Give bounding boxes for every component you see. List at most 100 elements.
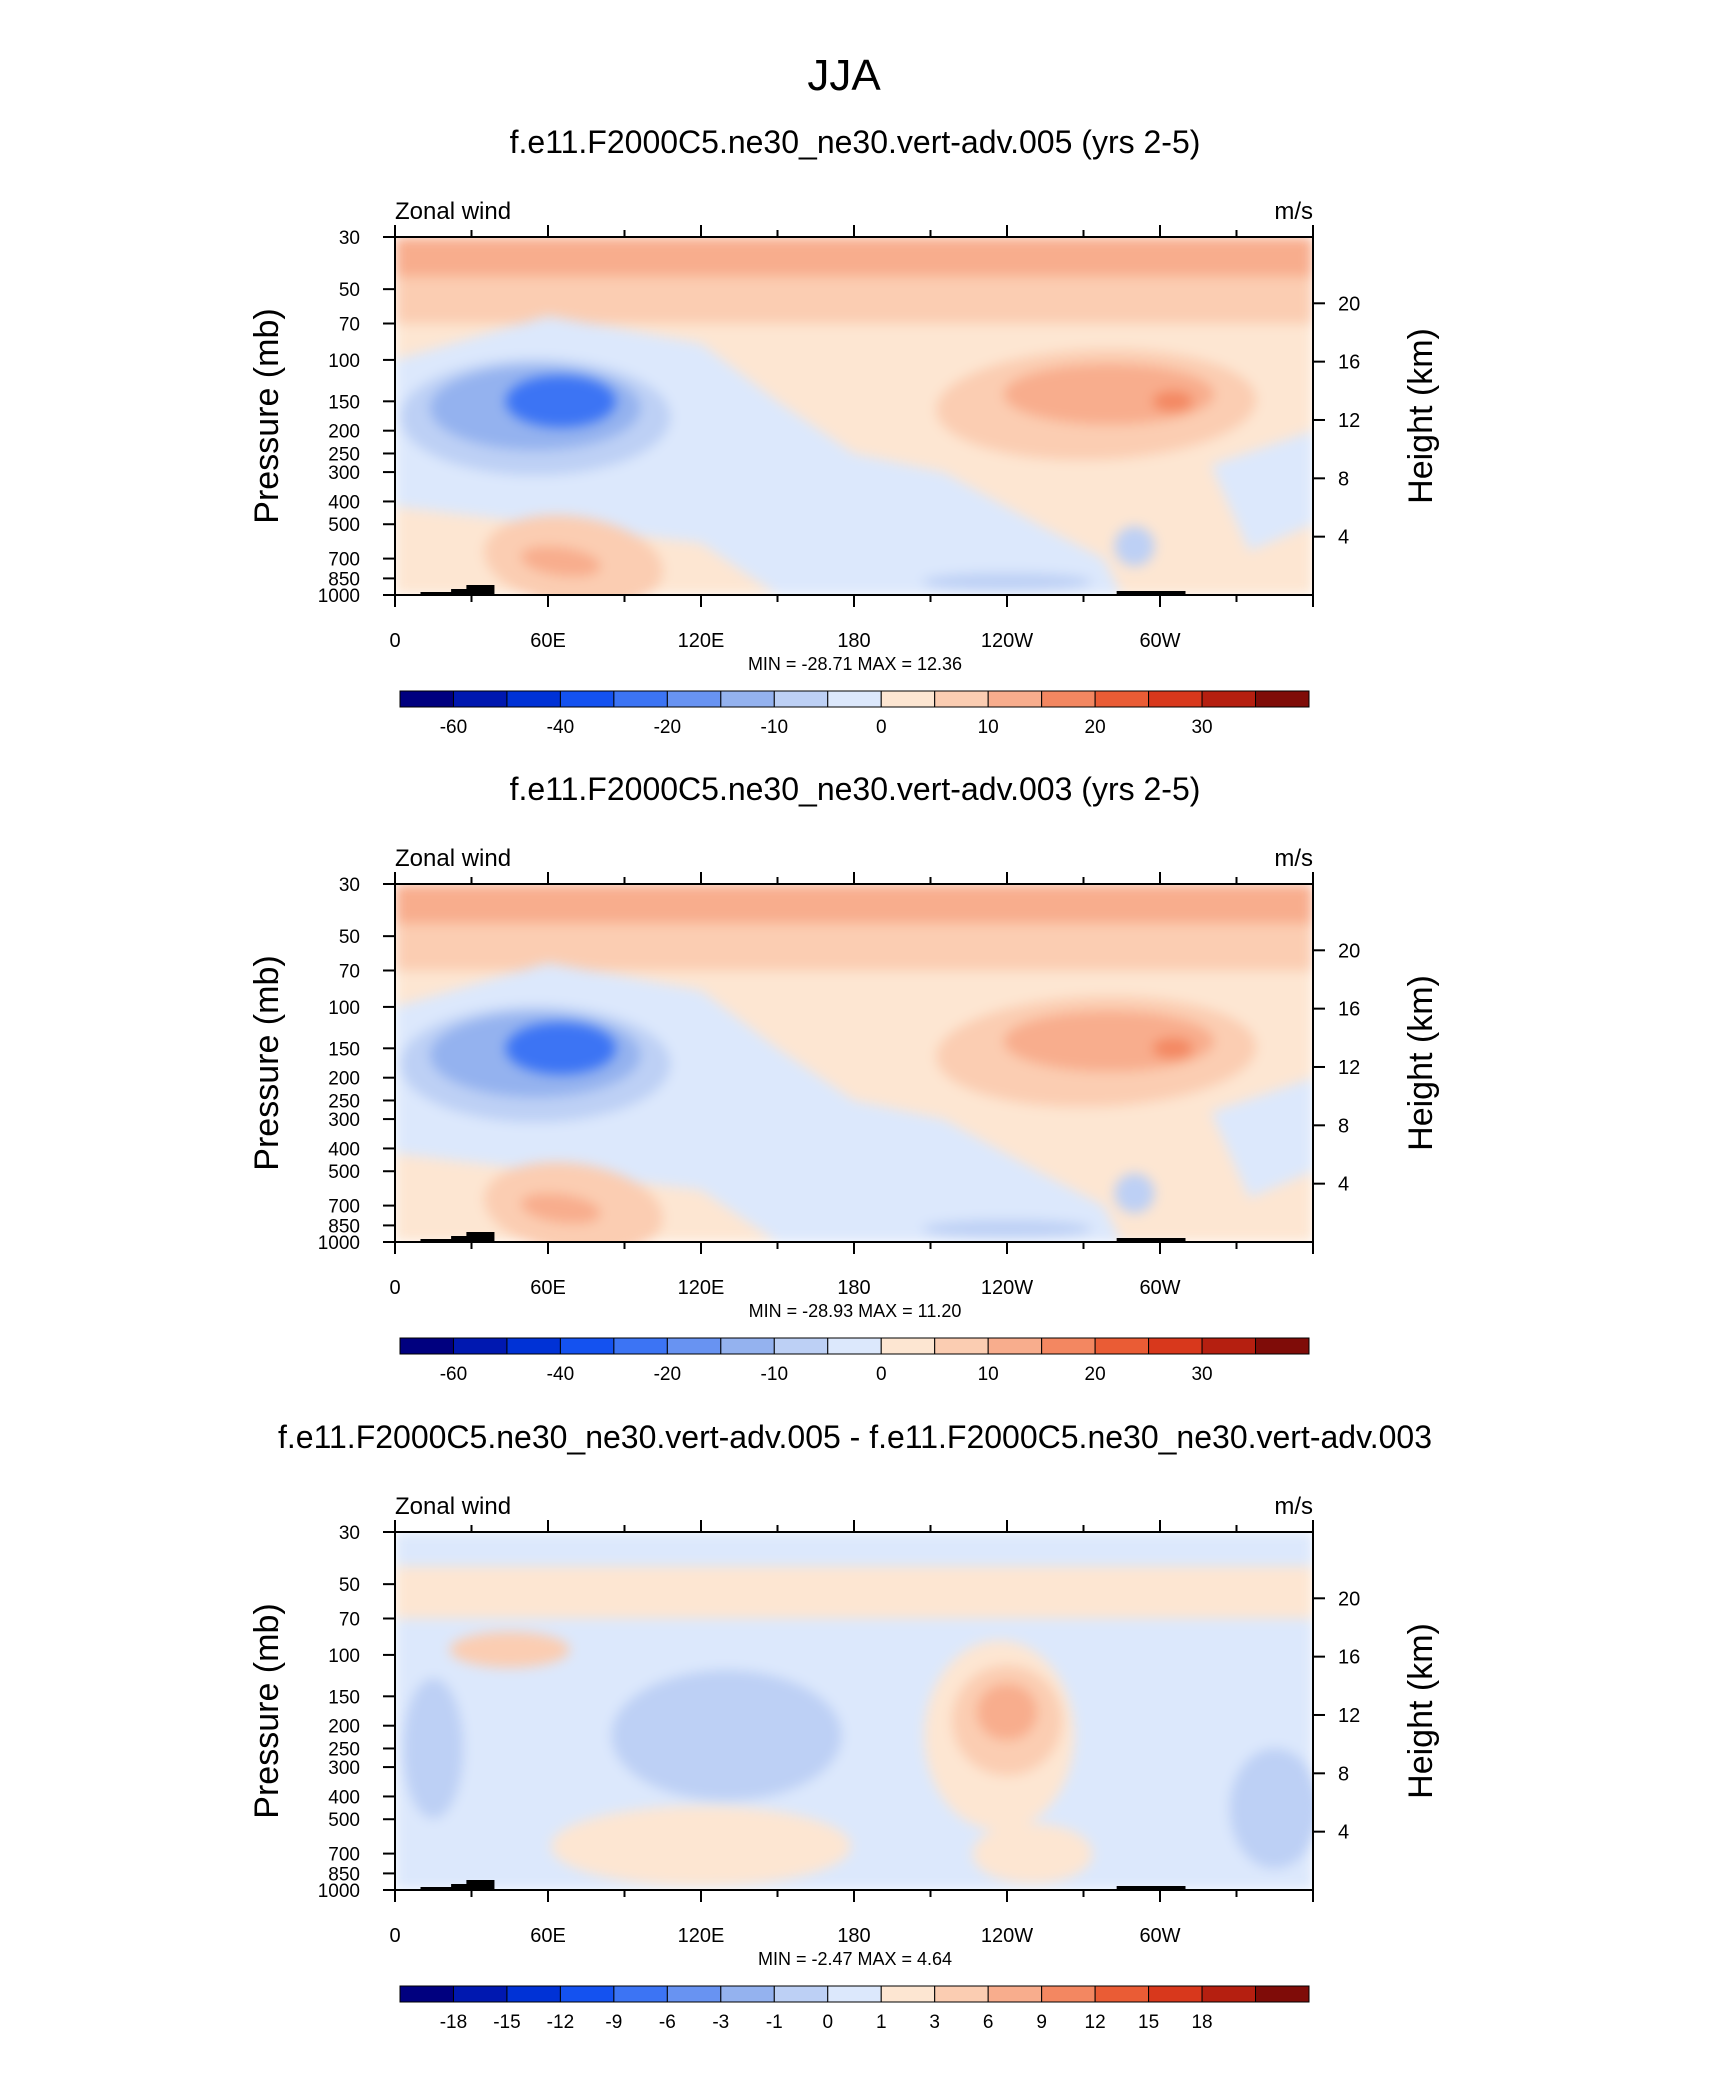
colorbar-box: [934, 690, 989, 708]
contour-field: [395, 237, 1313, 595]
colorbar-label: -10: [761, 717, 788, 738]
left-label: Zonal wind: [395, 845, 511, 872]
y-tick-label: 400: [328, 1139, 360, 1160]
diff-negative-right: [1229, 1748, 1313, 1869]
diff-positive-lower-east: [972, 1823, 1093, 1884]
x-tick-label: 60W: [1139, 630, 1180, 652]
y-tick-label: 50: [339, 1575, 360, 1596]
x-tick-label: 60W: [1139, 1277, 1180, 1299]
y-tick-label: 70: [339, 962, 360, 983]
colorbar-box: [987, 1985, 1043, 2003]
colorbar-box: [559, 1985, 615, 2003]
y-tick-label: 850: [328, 1864, 360, 1885]
colorbar-box: [1255, 690, 1310, 708]
colorbar-label: -60: [440, 1364, 467, 1385]
jet-west-core: [1152, 1038, 1193, 1059]
y2-tick-label: 16: [1338, 1647, 1360, 1669]
y2-tick-label: 8: [1338, 468, 1349, 490]
colorbar-box: [773, 1985, 829, 2003]
panel-2: 0 60E 120E 180 120W 60W3050701001502002503004…: [248, 771, 1440, 1385]
colorbar-box: [559, 690, 615, 708]
colorbar-box: [559, 1337, 615, 1355]
y-tick-label: 70: [339, 315, 360, 336]
colorbar-box: [880, 1985, 936, 2003]
y-tick-label: 150: [328, 1687, 360, 1708]
colorbar-box: [452, 1337, 508, 1355]
colorbar-label: -60: [440, 717, 467, 738]
colorbar-box: [613, 1985, 668, 2003]
colorbar-box: [1255, 1985, 1310, 2003]
y2-tick-label: 8: [1338, 1763, 1349, 1785]
colorbar-label: -20: [654, 1364, 681, 1385]
colorbar-box: [452, 690, 508, 708]
diff-negative-left: [403, 1678, 464, 1819]
y2-tick-label: 12: [1338, 1057, 1360, 1079]
y2-tick-label: 4: [1338, 1822, 1349, 1844]
colorbar-box: [506, 1337, 561, 1355]
left-label: Zonal wind: [395, 1493, 511, 1520]
colorbar-box: [666, 690, 722, 708]
x-tick-label: 120W: [981, 630, 1033, 652]
y2-tick-label: 12: [1338, 1705, 1360, 1727]
contour-field: [395, 1532, 1313, 1890]
colorbar-box: [880, 690, 936, 708]
colorbar-label: -40: [547, 1364, 574, 1385]
colorbar-box: [987, 1337, 1043, 1355]
colorbar-box: [1041, 1337, 1096, 1355]
y-tick-label: 400: [328, 492, 360, 513]
colorbar-label: 3: [929, 2012, 940, 2033]
x-tick-label: 60W: [1139, 1925, 1180, 1947]
y-tick-label: 50: [339, 927, 360, 948]
y-tick-label: 850: [328, 1216, 360, 1237]
colorbar-label: 20: [1085, 1364, 1106, 1385]
strat-band-inner: [395, 237, 1313, 277]
low-easterly: [922, 572, 1092, 591]
y2-axis-label: Height (km): [1402, 328, 1440, 504]
colorbar-label: 12: [1085, 2012, 1106, 2033]
x-tick-label: 120E: [678, 1925, 725, 1947]
colorbar-box: [1094, 690, 1150, 708]
low-easterly-east: [1114, 1173, 1155, 1214]
x-tick-label: 120E: [678, 1277, 725, 1299]
y2-tick-label: 8: [1338, 1115, 1349, 1137]
y-tick-label: 400: [328, 1787, 360, 1808]
y-tick-label: 100: [328, 1646, 360, 1667]
upper-positive-band: [395, 1566, 1313, 1619]
panel-title: f.e11.F2000C5.ne30_ne30.vert-adv.003 (yr…: [510, 771, 1201, 807]
y-tick-label: 250: [328, 1739, 360, 1760]
colorbar-box: [827, 690, 882, 708]
y-tick-label: 500: [328, 1162, 360, 1183]
colorbar-label: -15: [493, 2012, 520, 2033]
x-tick-label: 180: [837, 1277, 870, 1299]
colorbar-label: -1: [766, 2012, 783, 2033]
topography-andes: [1116, 1886, 1186, 1890]
min-max-text: MIN = -28.71 MAX = 12.36: [748, 654, 962, 674]
y-tick-label: 150: [328, 1039, 360, 1060]
colorbar-box: [1041, 690, 1096, 708]
colorbar-box: [666, 1337, 722, 1355]
x-tick-label: 60E: [530, 1925, 566, 1947]
low-easterly: [922, 1219, 1092, 1238]
panel-3: 0 60E 120E 180 120W 60W3050701001502002503004…: [248, 1419, 1440, 2033]
colorbar-label: -20: [654, 717, 681, 738]
colorbar-box: [1148, 1985, 1203, 2003]
y-tick-label: 200: [328, 1069, 360, 1090]
topography-asia: [420, 585, 495, 595]
colorbar-label: 9: [1036, 2012, 1047, 2033]
colorbar-label: 10: [978, 717, 999, 738]
y2-axis-label: Height (km): [1402, 1623, 1440, 1799]
colorbar-box: [1094, 1985, 1150, 2003]
y2-tick-label: 20: [1338, 940, 1360, 962]
y-tick-label: 200: [328, 1717, 360, 1738]
panel-1: 0 60E 120E 180 120W 60W3050701001502002503004…: [248, 124, 1440, 738]
colorbar-box: [934, 1337, 989, 1355]
y-tick-label: 1000: [318, 586, 360, 607]
y-axis-label: Pressure (mb): [248, 308, 286, 523]
strat-band-inner: [395, 884, 1313, 924]
colorbar-box: [1041, 1985, 1096, 2003]
y-axis-label: Pressure (mb): [248, 1603, 286, 1818]
colorbar-label: 10: [978, 1364, 999, 1385]
jet-west-core: [1152, 391, 1193, 412]
low-westerly-core: [521, 546, 601, 577]
topography-asia: [420, 1880, 495, 1890]
